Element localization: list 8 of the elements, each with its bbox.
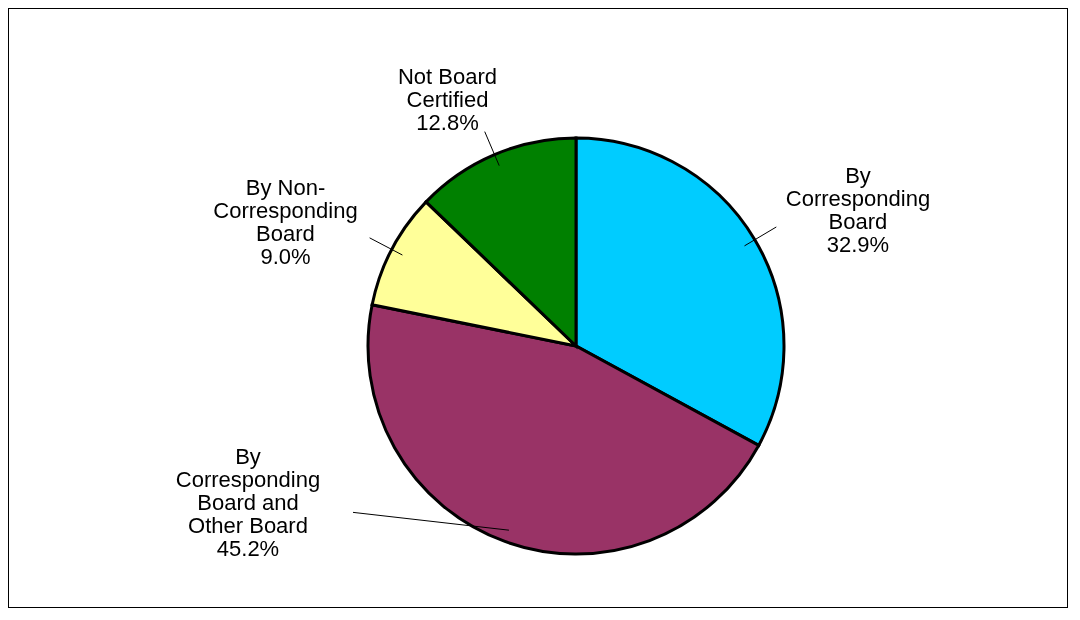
slice-label: By Corresponding Board bbox=[785, 162, 931, 234]
slice-label: Not Board Certified bbox=[397, 63, 498, 112]
data-label: 12.8% bbox=[416, 109, 479, 135]
data-label: 45.2% bbox=[216, 535, 280, 561]
data-label: 9.0% bbox=[260, 243, 311, 269]
slice-label: By Non-Corresponding Board bbox=[213, 174, 358, 246]
slice-label: By Corresponding Board and Other Board bbox=[175, 443, 321, 538]
data-label: 32.9% bbox=[826, 231, 890, 257]
